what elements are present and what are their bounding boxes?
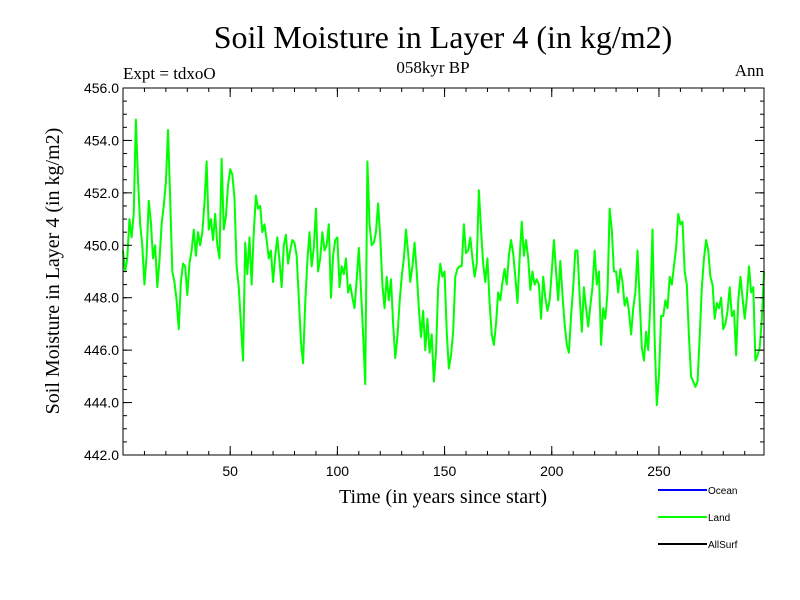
- y-tick-label: 452.0: [84, 185, 119, 201]
- axis-ticks: 442.0 444.0 446.0 448.0 450.0 452.0 454.0 456.0…: [84, 80, 764, 479]
- y-axis-title: Soil Moisture in Layer 4 (in kg/m2): [42, 128, 64, 415]
- plot-data: [122, 118, 765, 407]
- y-tick-label: 456.0: [84, 80, 119, 96]
- season-label: Ann: [735, 61, 765, 80]
- experiment-label: Expt = tdxoO: [123, 64, 216, 83]
- legend-label-land: Land: [708, 513, 730, 524]
- chart-subtitle: 058kyr BP: [396, 58, 469, 77]
- y-tick-label: 442.0: [84, 447, 119, 463]
- legend-label-allsurf: AllSurf: [708, 540, 738, 551]
- x-axis-title: Time (in years since start): [339, 486, 547, 508]
- chart-title: Soil Moisture in Layer 4 (in kg/m2): [214, 19, 673, 55]
- y-tick-label: 444.0: [84, 395, 119, 411]
- y-tick-label: 448.0: [84, 290, 119, 306]
- y-tick-label: 446.0: [84, 342, 119, 358]
- x-tick-label: 250: [647, 463, 671, 479]
- x-tick-label: 50: [222, 463, 238, 479]
- y-tick-label: 450.0: [84, 237, 119, 253]
- x-tick-label: 100: [326, 463, 350, 479]
- legend-label-ocean: Ocean: [708, 486, 737, 497]
- y-tick-label: 454.0: [84, 132, 119, 148]
- x-tick-label: 150: [433, 463, 457, 479]
- x-tick-label: 200: [540, 463, 564, 479]
- legend: Ocean Land AllSurf: [658, 486, 738, 551]
- series-line-land: [122, 118, 765, 407]
